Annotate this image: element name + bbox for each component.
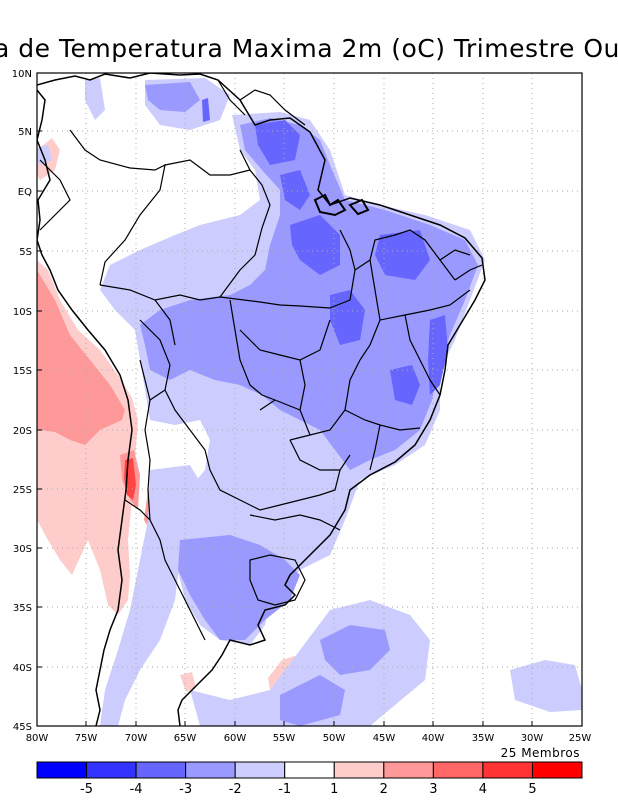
lat-label: 5N (18, 127, 32, 138)
colorbar-swatch (234, 761, 286, 779)
lon-label: 70W (125, 733, 148, 744)
lon-label: 65W (174, 733, 197, 744)
colorbar-swatch (432, 761, 484, 779)
lat-label: 20S (13, 426, 32, 437)
lon-label: 60W (224, 733, 247, 744)
axis-ticks (37, 72, 533, 727)
lon-label: 40W (422, 733, 445, 744)
map-title: a de Temperatura Maxima 2m (oC) Trimestr… (0, 34, 618, 70)
lat-label: 45S (13, 722, 32, 733)
lon-label: 75W (75, 733, 98, 744)
lat-lon-grid (37, 73, 582, 726)
map-title-text: a de Temperatura Maxima 2m (oC) Trimestr… (0, 34, 618, 63)
lon-label: 45W (373, 733, 396, 744)
map-frame (36, 72, 583, 727)
political-borders (39, 79, 483, 641)
colorbar-label: -5 (80, 782, 93, 797)
colorbar-label: 5 (528, 782, 536, 797)
coastline-detail (313, 193, 370, 217)
colorbar-swatch (383, 761, 434, 779)
lon-label: 25W (569, 733, 592, 744)
colorbar (36, 761, 583, 779)
lat-labels: 10N 5N EQ 5S 10S 15S 20S 25S 30S 35S 40S… (12, 69, 32, 733)
colorbar-swatch (284, 761, 335, 779)
lon-labels: 80W 75W 70W 65W 60W 55W 50W 45W 40W 35W … (26, 733, 592, 744)
coastline-west (37, 89, 133, 726)
lon-label: 50W (323, 733, 346, 744)
colorbar-swatch (531, 761, 583, 779)
colorbar-label: -4 (130, 782, 143, 797)
lon-label: 80W (26, 733, 49, 744)
lat-label: 5S (19, 247, 32, 258)
lon-label: 55W (273, 733, 296, 744)
colorbar-label: 1 (330, 782, 338, 797)
colorbar-swatch (482, 761, 533, 779)
lon-label: 35W (472, 733, 495, 744)
lat-label: 25S (13, 485, 32, 496)
colorbar-swatch (135, 761, 187, 779)
lat-label: 30S (13, 544, 32, 555)
lat-label: EQ (18, 187, 32, 198)
lat-label: 15S (13, 366, 32, 377)
lat-label: 40S (13, 663, 32, 674)
colorbar-swatch (36, 761, 88, 779)
lat-label: 10N (12, 69, 32, 80)
lat-label: 35S (13, 603, 32, 614)
lat-label: 10S (13, 307, 32, 318)
colorbar-labels: -5 -4 -3 -2 -1 1 2 3 4 5 (80, 782, 537, 797)
colorbar-label: -3 (179, 782, 192, 797)
colorbar-label: -1 (278, 782, 291, 797)
coastline (37, 73, 486, 726)
colorbar-label: 2 (380, 782, 388, 797)
colorbar-swatch (185, 761, 236, 779)
members-label: 25 Membros (500, 746, 580, 760)
cold-anomaly-shading (37, 78, 582, 726)
colorbar-swatch (86, 761, 137, 779)
colorbar-swatch (333, 761, 385, 779)
colorbar-label: 4 (479, 782, 487, 797)
lon-label: 30W (521, 733, 544, 744)
colorbar-label: -2 (229, 782, 242, 797)
colorbar-label: 3 (429, 782, 437, 797)
